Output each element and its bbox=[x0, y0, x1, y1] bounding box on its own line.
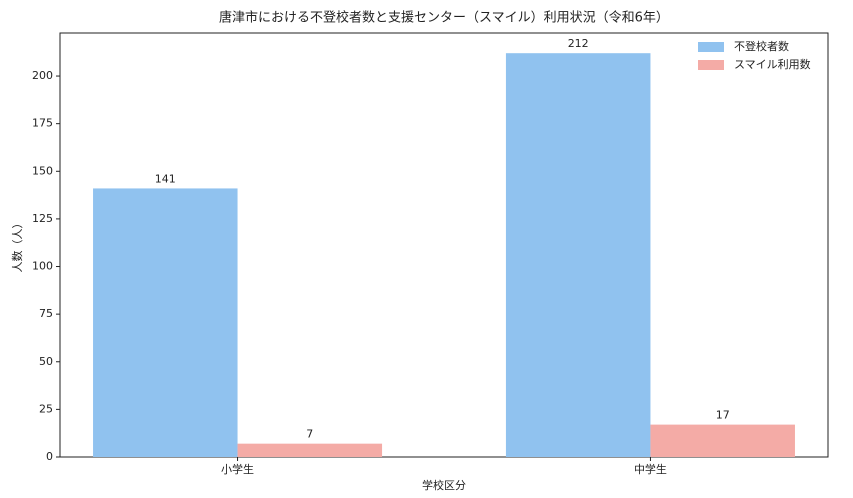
legend-label: 不登校者数 bbox=[734, 39, 789, 53]
y-tick-label: 100 bbox=[32, 260, 53, 273]
y-tick-label: 125 bbox=[32, 212, 53, 225]
x-axis-label: 学校区分 bbox=[422, 478, 466, 492]
y-tick-label: 75 bbox=[39, 307, 53, 320]
value-label: 7 bbox=[306, 428, 313, 441]
y-axis-label: 人数（人） bbox=[11, 218, 24, 273]
y-tick-label: 0 bbox=[46, 450, 53, 463]
chart-title: 唐津市における不登校者数と支援センター（スマイル）利用状況（令和6年） bbox=[219, 10, 669, 26]
legend-swatch bbox=[698, 42, 724, 52]
y-tick-label: 175 bbox=[32, 117, 53, 130]
legend-swatch bbox=[698, 60, 724, 70]
plot-frame bbox=[59, 32, 829, 458]
x-tick-label: 小学生 bbox=[221, 462, 254, 476]
y-tick-label: 25 bbox=[39, 402, 53, 415]
bar bbox=[650, 424, 795, 457]
bar bbox=[93, 188, 238, 457]
value-label: 212 bbox=[568, 37, 589, 50]
x-tick-label: 中学生 bbox=[634, 462, 667, 476]
value-label: 17 bbox=[716, 409, 730, 422]
y-tick-label: 150 bbox=[32, 164, 53, 177]
y-tick-label: 200 bbox=[32, 69, 53, 82]
value-label: 141 bbox=[155, 172, 176, 185]
bar bbox=[505, 53, 651, 457]
y-tick-label: 50 bbox=[39, 355, 53, 368]
bar bbox=[237, 443, 383, 457]
legend-label: スマイル利用数 bbox=[734, 58, 811, 71]
